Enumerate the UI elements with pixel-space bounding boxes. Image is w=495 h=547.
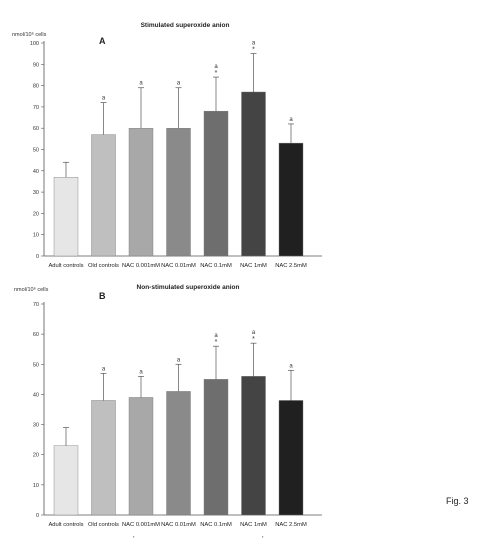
chart-title: Non-stimulated superoxide anion [137, 284, 240, 291]
significance-mark: * [252, 336, 255, 343]
y-tick-label: 50 [33, 148, 39, 154]
category-label: Adult controls [48, 522, 83, 528]
y-tick-label: 50 [33, 362, 39, 368]
bar [241, 376, 266, 516]
figure-label: Fig. 3 [446, 496, 469, 506]
y-tick-label: 30 [33, 423, 39, 429]
category-label: NAC 0.1mM [200, 263, 232, 269]
chart-panel-b: Non-stimulated superoxide anion Bnmol/10⁶… [14, 284, 322, 528]
significance-mark: * [215, 70, 218, 77]
bar [166, 391, 191, 516]
bar [278, 400, 304, 516]
bar [241, 91, 266, 257]
y-tick-label: 70 [33, 105, 39, 111]
y-tick-label: 60 [33, 126, 39, 132]
y-tick-label: 80 [33, 84, 39, 90]
bar [278, 142, 304, 257]
y-tick-label: 30 [33, 190, 39, 196]
category-label: Old controls [88, 263, 119, 269]
y-tick-label: 60 [33, 332, 39, 338]
significance-mark: a [139, 369, 143, 375]
significance-mark: a [102, 366, 106, 372]
y-tick-label: 90 [33, 62, 39, 68]
y-tick-label: 20 [33, 453, 39, 459]
category-label: Old controls [88, 522, 119, 528]
category-label: NAC 2.5mM [275, 263, 307, 269]
y-tick-label: 40 [33, 392, 39, 398]
y-tick-label: 10 [33, 483, 39, 489]
y-tick-label: 0 [36, 513, 39, 519]
category-label: NAC 2.5mM [275, 522, 307, 528]
y-tick-label: 40 [33, 169, 39, 175]
category-label: NAC 1mM [240, 263, 267, 269]
category-label: NAC 0.001mM [122, 263, 160, 269]
significance-mark: a [102, 96, 106, 102]
significance-mark: * [215, 339, 218, 346]
category-label: Adult controls [48, 263, 83, 269]
bar [91, 400, 116, 516]
panel-letter: A [99, 36, 106, 46]
bar [53, 445, 79, 516]
category-label: NAC 0.1mM [200, 522, 232, 528]
category-label: NAC 1mM [240, 522, 267, 528]
bar [91, 134, 116, 257]
bar [166, 127, 191, 257]
category-label: NAC 0.001mM [122, 522, 160, 528]
significance-mark: a [252, 41, 256, 47]
y-tick-label: 10 [33, 233, 39, 239]
panel-letter: B [99, 291, 106, 301]
significance-mark: a [289, 117, 293, 123]
y-tick-label: 20 [33, 211, 39, 217]
stray-mark: ’ [133, 536, 135, 543]
y-tick-label: 0 [36, 254, 39, 260]
bar [128, 397, 154, 516]
bar [128, 127, 154, 257]
bar [203, 379, 229, 516]
significance-mark: a [214, 333, 218, 339]
significance-mark: a [177, 81, 181, 87]
y-axis-label: nmol/10⁶ cells [12, 31, 47, 38]
category-label: NAC 0.01mM [161, 522, 196, 528]
bar [203, 110, 229, 257]
bar [53, 176, 79, 257]
significance-mark: a [214, 64, 218, 70]
significance-mark: a [252, 330, 256, 336]
y-tick-label: 70 [33, 302, 39, 308]
stray-mark: ’ [262, 536, 264, 543]
y-tick-label: 100 [30, 41, 39, 47]
category-label: NAC 0.01mM [161, 263, 196, 269]
y-axis-label: nmol/10⁶ cells [14, 286, 49, 293]
significance-mark: a [177, 357, 181, 363]
chart-title: Stimulated superoxide anion [141, 22, 230, 29]
significance-mark: a [139, 81, 143, 87]
significance-mark: a [289, 363, 293, 369]
significance-mark: * [252, 47, 255, 54]
